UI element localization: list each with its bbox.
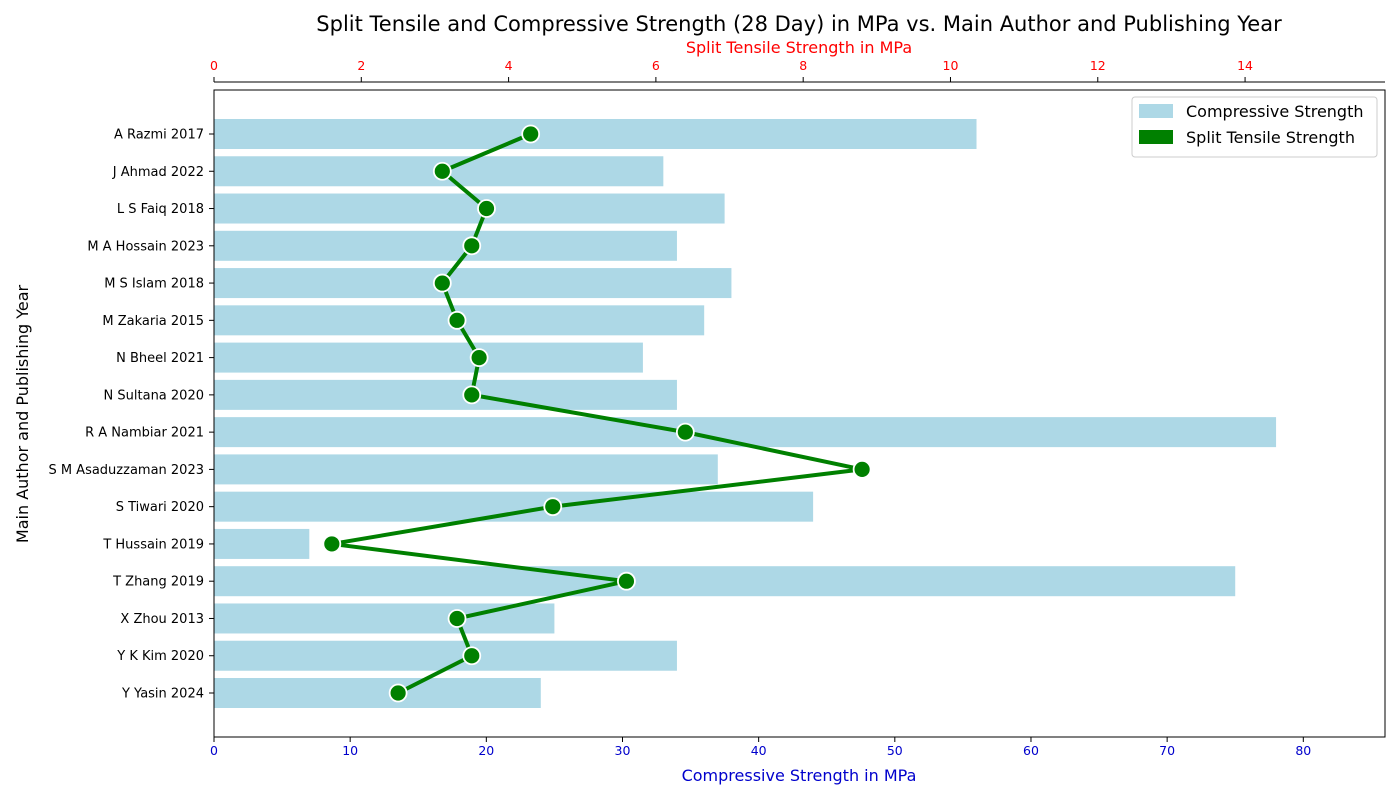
split-tensile-point-s-tiwari-2020: [543, 497, 563, 517]
legend-swatch-0: [1139, 104, 1173, 118]
split-tensile-point-y-k-kim-2020: [462, 646, 482, 666]
split-tensile-point-m-s-islam-2018: [432, 273, 452, 293]
split-tensile-point-x-zhou-2013: [447, 609, 467, 628]
x-bottom-tick-label: 80: [1295, 743, 1311, 758]
split-tensile-point-t-hussain-2019: [322, 534, 342, 554]
legend-entry-0: Compressive Strength: [1186, 102, 1364, 121]
y-tick-label: N Sultana 2020: [104, 388, 204, 403]
chart-title: Split Tensile and Compressive Strength (…: [316, 12, 1282, 36]
bar-t-zhang-2019: [214, 566, 1236, 597]
plot-frame: [213, 89, 1386, 738]
y-tick-label: M A Hossain 2023: [87, 239, 204, 254]
bar-s-tiwari-2020: [214, 491, 814, 522]
bar-n-sultana-2020: [214, 379, 677, 410]
bar-t-hussain-2019: [214, 528, 310, 559]
legend-box: [1131, 96, 1378, 158]
x-top-tick-label: 2: [357, 58, 365, 73]
x-bottom-tick-label: 50: [887, 743, 903, 758]
split-tensile-line: [329, 132, 865, 695]
x-top-tick-label: 4: [505, 58, 513, 73]
legend-entry-1: Split Tensile Strength: [1186, 128, 1355, 147]
legend-swatch-1: [1139, 130, 1173, 144]
x-bottom-tick-label: 30: [615, 743, 631, 758]
x-top-tick-label: 12: [1090, 58, 1106, 73]
y-tick-label: Y K Kim 2020: [116, 649, 204, 664]
y-tick-label: T Zhang 2019: [112, 575, 204, 590]
y-tick-label: Y Yasin 2024: [121, 687, 204, 702]
split-tensile-point-n-bheel-2021: [469, 348, 489, 368]
y-tick-label: R A Nambiar 2021: [85, 426, 204, 441]
x-bottom-tick-label: 10: [342, 743, 358, 758]
split-tensile-point-y-yasin-2024: [388, 683, 408, 703]
x-bottom-tick-label: 0: [210, 743, 218, 758]
split-tensile-point-m-zakaria-2015: [447, 310, 467, 330]
bar-y-yasin-2024: [214, 678, 541, 708]
x-top-axis-label: Split Tensile Strength in MPa: [686, 38, 912, 57]
y-tick-label: M S Islam 2018: [104, 277, 204, 292]
legend: Compressive Strength Split Tensile Streng…: [1131, 96, 1378, 158]
y-tick-label: N Bheel 2021: [116, 351, 204, 366]
split-tensile-point-a-razmi-2017: [521, 124, 541, 144]
x-bottom-tick-label: 20: [478, 743, 494, 758]
x-top-tick-label: 6: [652, 58, 660, 73]
y-tick-label: L S Faiq 2018: [117, 202, 204, 217]
split-tensile-point-t-zhang-2019: [617, 571, 636, 591]
x-top-tick-label: 0: [210, 58, 218, 73]
y-tick-label: X Zhou 2013: [120, 612, 204, 627]
x-bottom-tick-label: 70: [1159, 743, 1175, 758]
y-axis-label: Main Author and Publishing Year: [13, 285, 32, 544]
x-top-tick-label: 14: [1237, 58, 1253, 73]
x-bottom-tick-label: 60: [1023, 743, 1039, 758]
bar-a-razmi-2017: [214, 119, 977, 149]
split-tensile-point-j-ahmad-2022: [432, 161, 452, 181]
plot-area: 0 10 20 30 40 50 60 70 80 0 2 4 6 8 10 12 14 A Razmi 2017…: [48, 58, 1386, 758]
y-tick-label: S M Asaduzzaman 2023: [48, 463, 204, 478]
y-tick-label: J Ahmad 2022: [112, 165, 204, 180]
split-tensile-point-l-s-faiq-2018: [477, 199, 496, 218]
split-tensile-point-r-a-nambiar-2021: [675, 422, 695, 442]
bar-n-bheel-2021: [214, 342, 643, 373]
x-bottom-axis-label: Compressive Strength in MPa: [682, 766, 917, 785]
split-tensile-point-n-sultana-2020: [462, 385, 482, 405]
bar-y-k-kim-2020: [214, 640, 677, 671]
x-bottom-tick-label: 40: [751, 743, 767, 758]
y-tick-label: A Razmi 2017: [114, 128, 204, 143]
split-tensile-point-s-m-asaduzzaman-2023: [852, 459, 872, 479]
bar-m-a-hossain-2023: [214, 230, 677, 261]
bar-s-m-asaduzzaman-2023: [214, 454, 718, 485]
y-tick-label: M Zakaria 2015: [102, 314, 204, 329]
y-tick-label: T Hussain 2019: [102, 537, 204, 552]
x-top-tick-label: 8: [799, 58, 807, 73]
split-tensile-point-m-a-hossain-2023: [462, 236, 482, 256]
bar-l-s-faiq-2018: [214, 193, 725, 224]
bar-r-a-nambiar-2021: [214, 417, 1277, 448]
bar-m-s-islam-2018: [214, 268, 732, 299]
y-tick-label: S Tiwari 2020: [116, 500, 204, 515]
x-top-tick-label: 10: [943, 58, 959, 73]
